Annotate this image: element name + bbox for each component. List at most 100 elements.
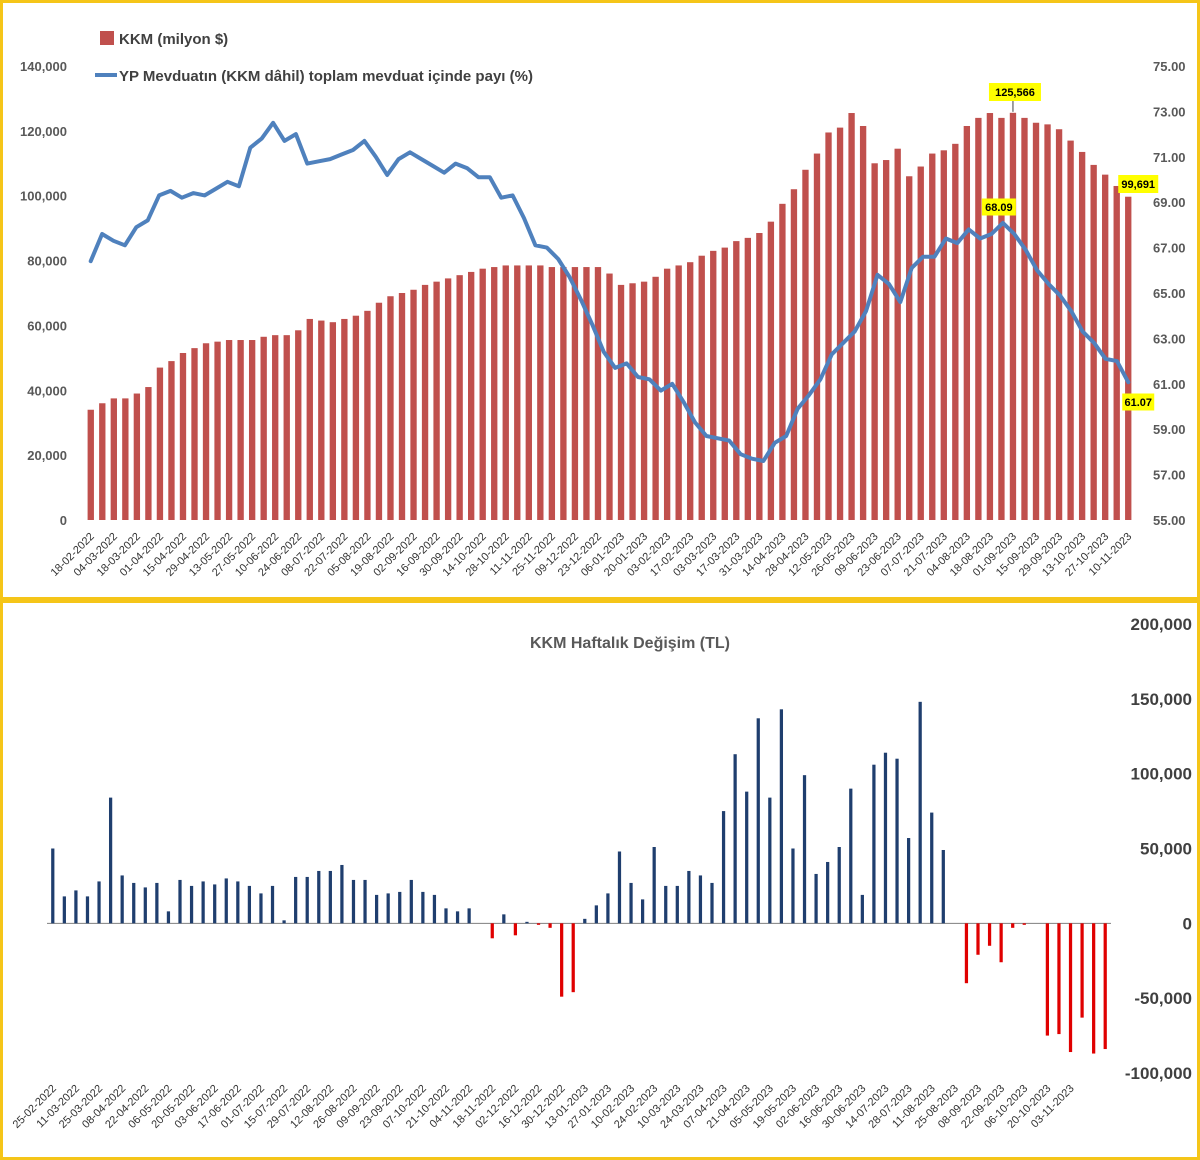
weekly-change-bar: [85, 896, 90, 924]
weekly-change-bar: [1068, 923, 1073, 1053]
kkm-bar: [87, 409, 94, 520]
kkm-weekly-change-chart-panel: KKM Haftalık Değişim (TL) -100,000 -50,000…: [0, 600, 1200, 1160]
weekly-change-bar: [74, 890, 78, 924]
weekly-change-bar: [536, 923, 541, 925]
y-right-tick-label: 150,000: [1131, 690, 1192, 709]
kkm-bar: [1078, 151, 1086, 520]
weekly-change-bar: [837, 847, 841, 924]
kkm-bar: [640, 281, 648, 520]
kkm-bar: [456, 275, 463, 520]
weekly-change-bar: [849, 788, 853, 924]
callout-kkm-last-text: 99,691: [1121, 179, 1155, 191]
kkm-bar: [260, 336, 267, 520]
weekly-change-bar: [120, 875, 124, 924]
kkm-bar: [652, 276, 659, 520]
y-right-tick-label: 57.00: [1153, 468, 1186, 483]
kkm-bar: [248, 340, 256, 520]
y-right-tick-label: 65.00: [1153, 286, 1186, 301]
kkm-bar: [1044, 124, 1051, 520]
callout-kkm-peak-box: [988, 83, 1041, 101]
weekly-change-bar: [247, 885, 252, 924]
callout-kkm-last: 99,691: [1118, 175, 1159, 193]
kkm-bar: [571, 267, 579, 520]
kkm-bar: [514, 265, 521, 520]
weekly-change-bar: [999, 923, 1003, 963]
weekly-change-bar: [213, 884, 217, 924]
callout-yp-peak: 68.09: [981, 198, 1016, 216]
kkm-bar: [663, 268, 671, 520]
kkm-bar: [859, 125, 867, 520]
weekly-change-bar: [374, 894, 379, 924]
weekly-change-bar: [664, 885, 668, 924]
kkm-bar: [387, 296, 394, 520]
weekly-change-bar: [1022, 923, 1026, 925]
callout-yp-last: 61.07: [1122, 393, 1155, 411]
kkm-bar: [687, 262, 694, 520]
weekly-change-bar: [791, 848, 795, 924]
weekly-change-bar: [606, 893, 610, 924]
kkm-bar: [940, 150, 947, 521]
weekly-change-bar: [189, 885, 194, 924]
kkm-bar: [491, 267, 498, 520]
y-right-tick-label: 61.00: [1153, 377, 1186, 392]
kkm-bar: [1055, 129, 1063, 520]
kkm-bar: [122, 398, 129, 520]
kkm-weekly-change-chart: KKM Haftalık Değişim (TL) -100,000 -50,000…: [11, 615, 1192, 1131]
chart-title: KKM Haftalık Değişim (TL): [530, 635, 730, 652]
kkm-bar: [191, 348, 198, 520]
weekly-change-bar: [941, 849, 945, 924]
kkm-bar: [202, 343, 210, 520]
weekly-change-bar: [710, 882, 714, 924]
weekly-change-bar: [421, 891, 425, 924]
weekly-change-bar: [640, 899, 645, 924]
callout-kkm-peak-text: 125,566: [995, 87, 1035, 99]
weekly-change-bar: [340, 864, 344, 924]
kkm-bar: [710, 250, 717, 521]
weekly-change-bar: [490, 923, 494, 939]
kkm-bar: [1009, 112, 1017, 520]
kkm-bar: [168, 361, 175, 520]
weekly-change-bar: [1092, 923, 1096, 1054]
kkm-bar: [1113, 185, 1120, 520]
weekly-change-bar: [97, 881, 101, 924]
callout-yp-last-box: [1122, 393, 1155, 411]
kkm-bar: [606, 273, 613, 520]
kkm-bar: [537, 265, 544, 520]
weekly-change-bar: [143, 887, 147, 924]
weekly-change-bar: [259, 893, 263, 924]
callout-yp-last-text: 61.07: [1124, 397, 1152, 409]
weekly-change-bar: [918, 701, 922, 924]
kkm-stock-chart: 0 20,000 40,000 60,000 80,000 100,000 120,000 1…: [20, 31, 1186, 579]
kkm-bar: [848, 113, 855, 521]
weekly-change-bar: [108, 797, 113, 924]
weekly-change-bar: [1057, 923, 1061, 1035]
kkm-bar: [906, 176, 913, 520]
y-left-tick-label: 40,000: [27, 383, 67, 398]
weekly-change-bar: [930, 812, 934, 924]
weekly-change-bar: [502, 914, 506, 924]
y-right-tick-label: 55.00: [1153, 513, 1186, 528]
kkm-bar: [214, 341, 221, 520]
weekly-change-bar: [178, 879, 182, 924]
yp-share-line: [88, 120, 1131, 463]
weekly-change-bar: [860, 894, 864, 924]
weekly-change-bar: [583, 918, 587, 924]
kkm-bar: [421, 284, 429, 520]
y-left-tick-label: 20,000: [27, 448, 67, 463]
weekly-change-bar: [1045, 923, 1050, 1036]
y-right-tick-label: 50,000: [1140, 840, 1192, 859]
kkm-bar: [733, 241, 740, 520]
y-right-tick-label: 0: [1183, 914, 1192, 933]
weekly-change-bar: [976, 923, 980, 955]
weekly-change-bar: [560, 923, 564, 997]
callout-yp-peak-box: [981, 198, 1016, 216]
callout-yp-peak-text: 68.09: [985, 202, 1013, 214]
weekly-change-bar: [155, 882, 159, 924]
kkm-bar: [825, 132, 832, 520]
kkm-bar: [975, 117, 982, 520]
kkm-bar: [444, 278, 452, 520]
weekly-change-bar: [826, 861, 830, 924]
weekly-change-bar: [745, 791, 749, 924]
legend-label-yp-share: YP Mevduatın (KKM dâhil) toplam mevduat …: [119, 68, 533, 85]
kkm-bar: [1021, 117, 1028, 520]
